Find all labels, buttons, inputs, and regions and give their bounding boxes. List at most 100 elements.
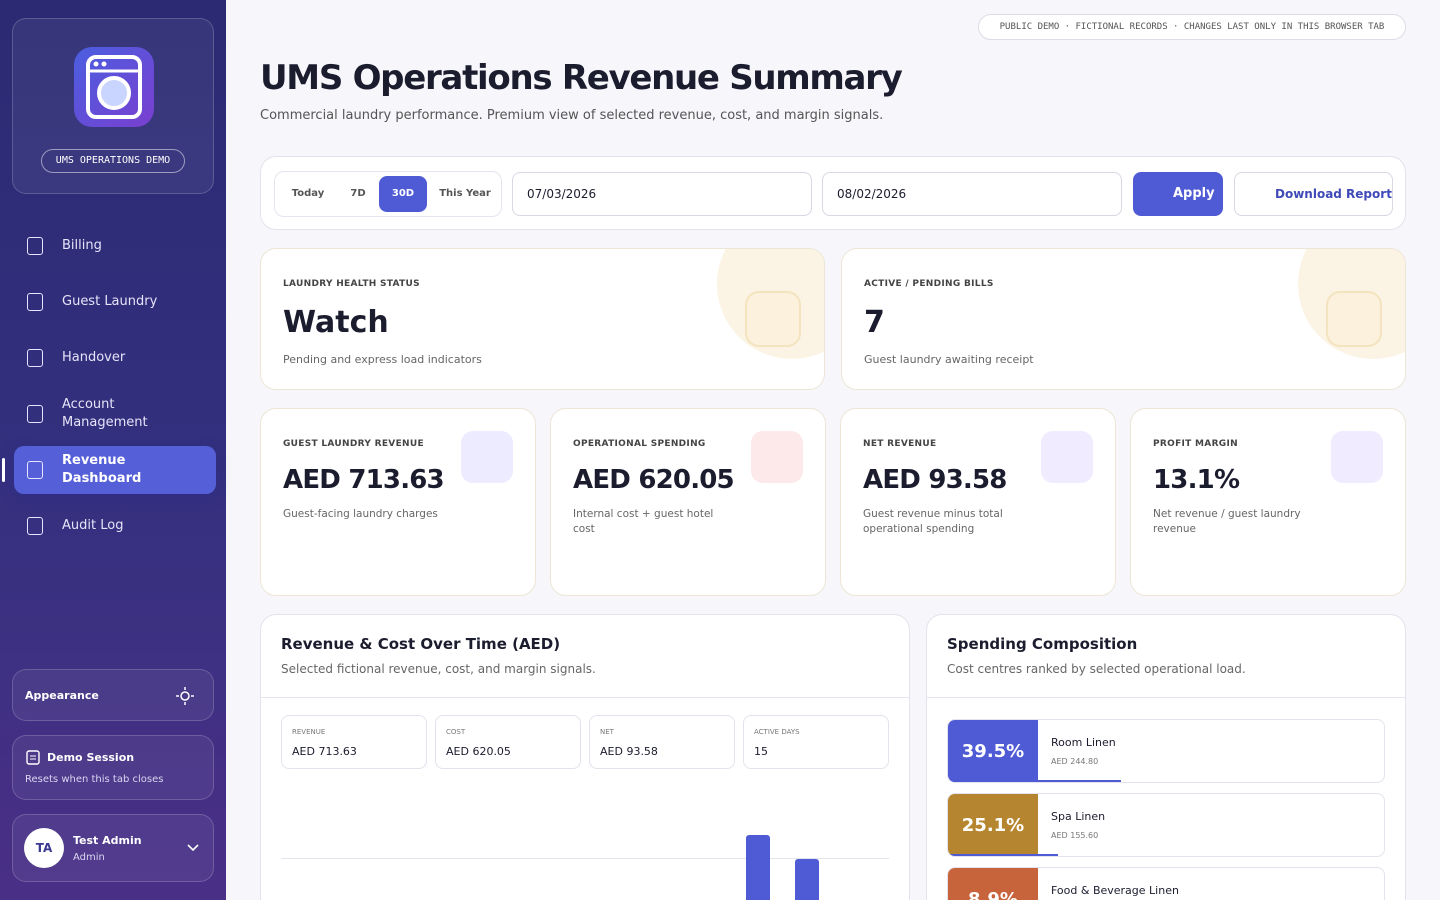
appearance-label: Appearance	[25, 689, 99, 702]
nav-icon	[27, 405, 43, 423]
user-avatar: TA	[24, 828, 64, 868]
demo-text: Resets when this tab closes	[25, 774, 164, 785]
range-option[interactable]: This Year	[439, 188, 491, 199]
kpi-label: GUEST LAUNDRY REVENUE	[283, 439, 424, 449]
sidebar: UMS OPERATIONS DEMO Appearance Demo Sess…	[0, 0, 226, 900]
nav-item[interactable]: Guest Laundry	[14, 278, 216, 326]
nav-label: Account Management	[62, 397, 148, 430]
divider	[927, 697, 1405, 698]
user-role: Admin	[73, 852, 105, 863]
status-card: ACTIVE / PENDING BILLS 7 Guest laundry awa…	[841, 248, 1406, 390]
chart-bar	[795, 859, 819, 900]
end-date-value: 08/02/2026	[837, 187, 907, 201]
nav-icon	[27, 349, 43, 367]
share-badge: 8.9%	[948, 868, 1038, 900]
item-name: Spa Linen	[1051, 810, 1106, 823]
range-option[interactable]: 30D	[379, 176, 427, 212]
stat-label: REVENUE	[292, 728, 326, 736]
demo-icon	[26, 750, 40, 765]
stat-label: COST	[446, 728, 466, 736]
status-card: LAUNDRY HEALTH STATUS Watch Pending and ex…	[260, 248, 825, 390]
kpi-icon	[751, 431, 803, 483]
stat-label: ACTIVE DAYS	[754, 728, 800, 736]
active-indicator	[2, 458, 5, 482]
download-button[interactable]: Download Report	[1234, 172, 1393, 216]
nav-item[interactable]: Billing	[14, 222, 216, 270]
stat-label: NET	[600, 728, 614, 736]
kpi-card: OPERATIONAL SPENDING AED 620.05 Internal c…	[550, 408, 826, 596]
apply-button[interactable]: Apply	[1133, 172, 1223, 216]
composition-card: Spending Composition Cost centres ranked…	[926, 614, 1406, 900]
user-name: Test Admin	[73, 834, 142, 847]
status-label: LAUNDRY HEALTH STATUS	[283, 279, 420, 289]
kpi-caption: Guest-facing laundry charges	[283, 508, 438, 520]
status-caption: Pending and express load indicators	[283, 353, 482, 366]
nav-label: Audit Log	[62, 518, 124, 533]
nav-label: Handover	[62, 350, 126, 365]
share-bar	[948, 780, 1121, 782]
kpi-label: PROFIT MARGIN	[1153, 439, 1238, 449]
status-icon	[1326, 291, 1382, 347]
status-value: Watch	[283, 305, 389, 340]
nav-item[interactable]: Account Management	[14, 390, 216, 438]
trend-title: Revenue & Cost Over Time (AED)	[281, 635, 561, 653]
chevron	[187, 844, 199, 852]
nav-item[interactable]: Audit Log	[14, 502, 216, 550]
nav-label: Billing	[62, 238, 102, 253]
item-amount: AED 244.80	[1051, 757, 1099, 766]
nav-item[interactable]: Handover	[14, 334, 216, 382]
start-date[interactable]: 07/03/2026	[512, 172, 812, 216]
nav-item[interactable]: Revenue Dashboard	[14, 446, 216, 494]
kpi-value: 13.1%	[1153, 465, 1240, 495]
range-option[interactable]: Today	[291, 188, 325, 199]
kpi-caption: Net revenue / guest laundry revenue	[1153, 508, 1301, 535]
end-date[interactable]: 08/02/2026	[822, 172, 1122, 216]
demo-title: Demo Session	[47, 751, 135, 764]
brand-badge: UMS OPERATIONS DEMO	[41, 149, 185, 173]
status-icon	[745, 291, 801, 347]
stat-value: AED 713.63	[292, 745, 357, 758]
kpi-card: NET REVENUE AED 93.58 Guest revenue minus …	[840, 408, 1116, 596]
kpi-icon	[1331, 431, 1383, 483]
status-label: ACTIVE / PENDING BILLS	[864, 279, 994, 289]
stat-value: AED 93.58	[600, 745, 658, 758]
filter-bar: Today 7D 30D This Year 07/03/2026 08/02/202…	[260, 156, 1406, 230]
item-name: Room Linen	[1051, 736, 1116, 749]
status-caption: Guest laundry awaiting receipt	[864, 353, 1034, 366]
nav-icon	[27, 517, 43, 535]
kpi-card: PROFIT MARGIN 13.1% Net revenue / guest la…	[1130, 408, 1406, 596]
range-option[interactable]: 7D	[350, 188, 366, 199]
brand-panel: UMS OPERATIONS DEMO	[12, 18, 214, 194]
composition-subtitle: Cost centres ranked by selected operatio…	[947, 662, 1246, 676]
kpi-value: AED 620.05	[573, 465, 735, 495]
demo-panel: Demo Session Resets when this tab closes	[12, 735, 214, 800]
divider	[261, 697, 909, 698]
start-date-value: 07/03/2026	[527, 187, 597, 201]
range-group: Today 7D 30D This Year	[274, 171, 502, 217]
nav-label: Guest Laundry	[62, 294, 158, 309]
user-menu[interactable]: TA Test Admin Admin	[12, 814, 214, 882]
nav-icon	[27, 461, 43, 479]
stat-box: REVENUE AED 713.63	[281, 715, 427, 769]
item-name: Food & Beverage Linen	[1051, 884, 1179, 897]
nav-icon	[27, 237, 43, 255]
page-title: UMS Operations Revenue Summary	[260, 58, 903, 98]
trend-card: Revenue & Cost Over Time (AED) Selected …	[260, 614, 910, 900]
kpi-icon	[461, 431, 513, 483]
stat-box: COST AED 620.05	[435, 715, 581, 769]
stat-box: NET AED 93.58	[589, 715, 735, 769]
share-badge: 25.1%	[948, 794, 1038, 856]
status-value: 7	[864, 305, 885, 340]
demo-banner: PUBLIC DEMO · FICTIONAL RECORDS · CHANGE…	[978, 14, 1406, 40]
stat-value: 15	[754, 745, 768, 758]
chart-gridline	[281, 858, 889, 859]
kpi-label: NET REVENUE	[863, 439, 937, 449]
kpi-caption: Guest revenue minus total operational sp…	[863, 508, 1003, 535]
composition-item: 8.9% Food & Beverage Linen	[947, 867, 1385, 900]
brand-logo	[74, 47, 154, 127]
kpi-icon	[1041, 431, 1093, 483]
appearance-toggle[interactable]: Appearance	[12, 669, 214, 721]
share-bar	[948, 854, 1058, 856]
stat-value: AED 620.05	[446, 745, 511, 758]
